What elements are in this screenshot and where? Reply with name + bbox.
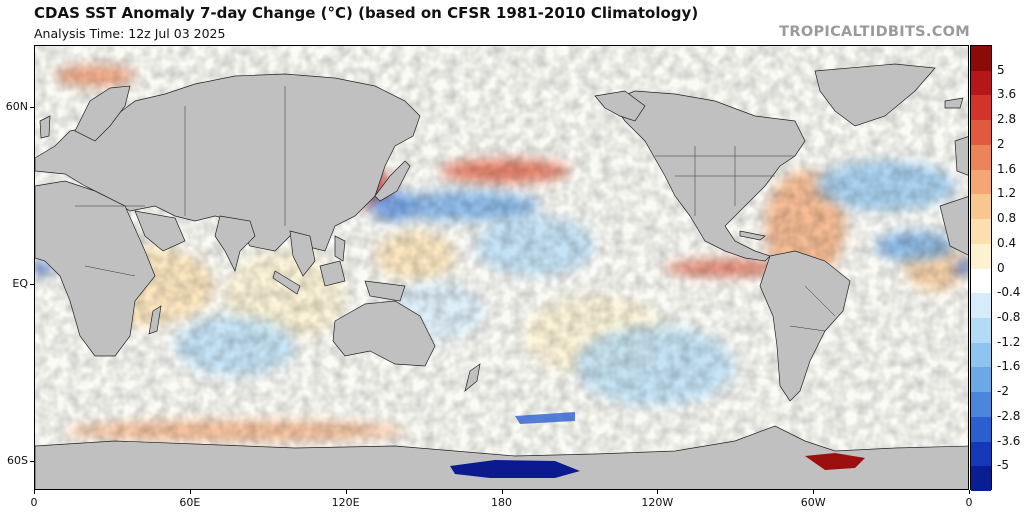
japan xyxy=(374,160,411,202)
sumatra xyxy=(272,270,301,295)
sst-anomaly-map xyxy=(34,45,969,490)
colorbar-label: -3.6 xyxy=(997,433,1021,448)
colorbar-segment xyxy=(971,416,991,443)
lat-label: EQ xyxy=(12,276,28,290)
lon-label: 60E xyxy=(179,496,201,509)
colorbar-segment xyxy=(971,367,991,393)
lat-tick xyxy=(30,106,34,108)
iceland xyxy=(944,97,964,109)
colorbar-segment xyxy=(971,392,991,418)
land xyxy=(35,63,968,489)
lat-tick xyxy=(30,460,34,462)
philippines xyxy=(334,235,346,262)
africa xyxy=(35,180,156,357)
lon-tick xyxy=(34,490,35,494)
colorbar-label: 3.6 xyxy=(997,87,1017,102)
site-credit: TROPICALTIDBITS.COM xyxy=(779,24,970,40)
colorbar-label: 2.8 xyxy=(997,112,1017,127)
lon-label: 0 xyxy=(30,496,38,509)
colorbar-segment xyxy=(971,219,991,245)
colorbar-label: 5 xyxy=(997,62,1005,77)
iberia-wrap xyxy=(954,136,968,176)
colorbar-label: -2.8 xyxy=(997,408,1021,423)
uk xyxy=(39,115,51,139)
lon-tick xyxy=(813,490,815,494)
india xyxy=(214,215,256,273)
lat-label: 60N xyxy=(5,99,28,113)
lon-label: 180 xyxy=(491,496,512,509)
colorbar-segment xyxy=(971,317,991,344)
australia xyxy=(332,300,436,367)
colorbar-label: -0.4 xyxy=(997,285,1021,300)
new-zealand xyxy=(464,363,481,392)
greenland xyxy=(814,63,936,127)
arabia xyxy=(134,210,186,252)
lat-label: 60S xyxy=(7,453,28,467)
colorbar xyxy=(970,45,992,492)
colorbar-label: -0.8 xyxy=(997,309,1021,324)
south-america xyxy=(759,250,851,402)
africa-wrap xyxy=(939,196,968,256)
new-guinea xyxy=(364,280,406,302)
eurasia xyxy=(35,73,421,252)
lat-tick xyxy=(30,283,34,285)
colorbar-label: 0.4 xyxy=(997,235,1017,250)
lon-tick xyxy=(501,490,503,494)
cuba xyxy=(739,230,766,241)
lon-label: 120E xyxy=(331,496,360,509)
lon-tick xyxy=(969,490,970,494)
analysis-time: Analysis Time: 12z Jul 03 2025 xyxy=(34,26,226,41)
colorbar-label: -2 xyxy=(997,384,1009,399)
scandinavia xyxy=(74,85,131,142)
colorbar-segment xyxy=(971,70,991,96)
borneo xyxy=(319,260,346,287)
lon-label: 120W xyxy=(641,496,674,509)
colorbar-label: 0.8 xyxy=(997,211,1017,226)
indochina xyxy=(289,230,316,277)
colorbar-label: 1.2 xyxy=(997,186,1017,201)
colorbar-label: -5 xyxy=(997,458,1009,473)
colorbar-segment xyxy=(971,120,991,146)
lon-tick xyxy=(189,490,191,494)
colorbar-label: -1.2 xyxy=(997,334,1021,349)
country-borders xyxy=(75,86,836,332)
chart-title: CDAS SST Anomaly 7-day Change (°C) (base… xyxy=(34,4,699,22)
colorbar-segment xyxy=(971,268,991,294)
lon-label: 0 xyxy=(965,496,973,509)
lon-tick xyxy=(345,490,347,494)
map-svg xyxy=(35,46,968,489)
colorbar-label: 2 xyxy=(997,136,1005,151)
lon-tick xyxy=(657,490,659,494)
madagascar xyxy=(148,305,162,335)
colorbar-label: 0 xyxy=(997,260,1005,275)
colorbar-segment xyxy=(971,243,991,269)
colorbar-segment xyxy=(971,144,991,171)
colorbar-segment xyxy=(971,95,991,121)
lon-label: 60W xyxy=(800,496,826,509)
colorbar-segment xyxy=(971,466,991,492)
colorbar-label: 1.6 xyxy=(997,161,1017,176)
colorbar-segment xyxy=(971,342,991,368)
colorbar-segment xyxy=(971,169,991,195)
colorbar-segment xyxy=(971,194,991,220)
antarctic-anomalies xyxy=(450,412,865,478)
colorbar-label: -1.6 xyxy=(997,359,1021,374)
alaska xyxy=(594,90,646,122)
colorbar-segment xyxy=(971,293,991,319)
antarctica xyxy=(35,425,968,489)
colorbar-segment xyxy=(971,46,991,72)
colorbar-segment xyxy=(971,441,991,467)
